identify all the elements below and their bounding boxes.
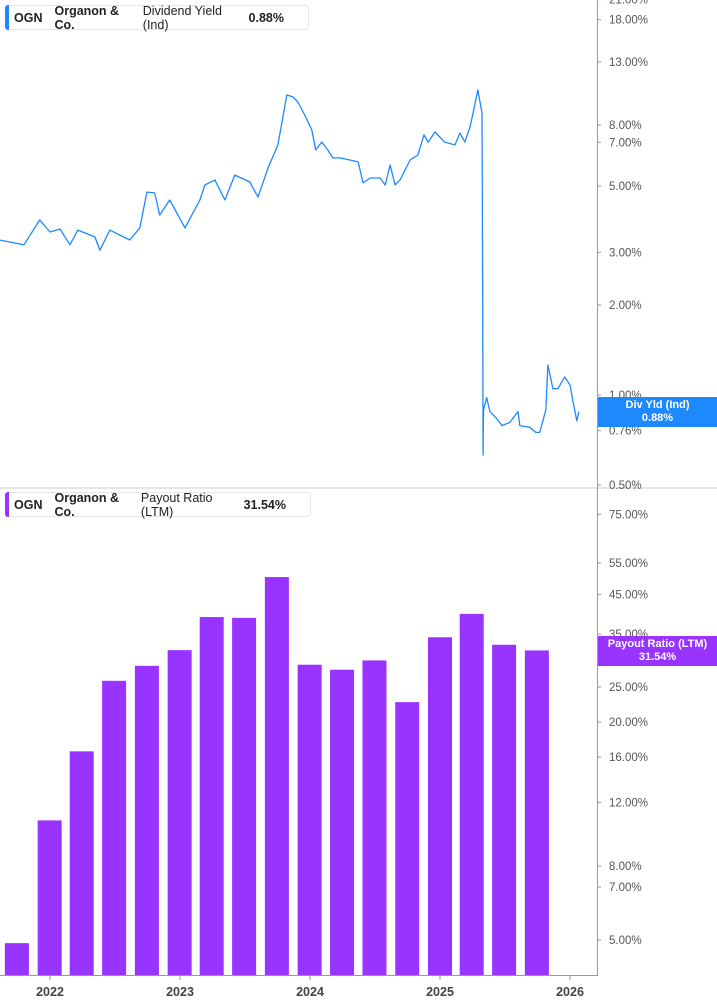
payout-bar	[102, 680, 127, 975]
payout-bar	[264, 577, 289, 975]
payout-axis-tick-label: 25.00%	[609, 682, 648, 694]
dividend-yield-line	[0, 89, 580, 456]
tag-label: Div Yld (Ind)	[625, 399, 690, 411]
yield-axis-tick-label: 2.00%	[609, 300, 642, 312]
payout-bar	[459, 613, 484, 975]
payout-bar	[69, 751, 94, 975]
payout-bar	[37, 820, 62, 975]
yield-axis-tick-label: 5.00%	[609, 181, 642, 193]
payout-bar	[524, 650, 549, 975]
payout-axis-tick-label: 55.00%	[609, 558, 648, 570]
yield-axis-tick-label: 7.00%	[609, 137, 642, 149]
yield-axis-tick-label: 3.00%	[609, 247, 642, 259]
legend-ticker: OGN	[14, 498, 42, 512]
payout-axis-tick-label: 12.00%	[609, 797, 648, 809]
payout-axis-tick-label: 8.00%	[609, 861, 642, 873]
payout-bar	[330, 669, 355, 975]
yield-axis-tick-label: 18.00%	[609, 15, 648, 27]
payout-bar	[428, 637, 452, 975]
current-yield-tag: Div Yld (Ind) 0.88%	[598, 397, 717, 427]
yield-axis-tick-label: 0.76%	[609, 426, 642, 438]
legend-company-text: Organon & Co.	[54, 490, 120, 519]
payout-axis-tick-label: 5.00%	[609, 935, 642, 947]
payout-axis-tick-label: 75.00%	[609, 509, 648, 521]
yield-axis-tick-label: 0.50%	[609, 480, 642, 492]
payout-axis-tick-label: 16.00%	[609, 752, 648, 764]
x-tick-label: 2022	[36, 985, 64, 999]
payout-axis-tick-label: 45.00%	[609, 590, 648, 602]
payout-bar	[492, 644, 517, 975]
payout-bar	[232, 617, 257, 975]
top-legend: OGN Organon & Co. Dividend Yield (Ind) 0…	[5, 3, 309, 32]
legend-value-text: 0.88%	[248, 10, 284, 25]
legend-ticker-text: OGN	[14, 497, 43, 512]
yield-axis-tick-label: 8.00%	[609, 120, 642, 132]
legend-company-text: Organon & Co.	[54, 3, 120, 32]
payout-bar	[167, 650, 192, 975]
x-tick-label: 2023	[166, 985, 194, 999]
legend-value: 0.88%	[249, 11, 284, 25]
payout-bar	[134, 665, 159, 975]
legend-ticker-text: OGN	[14, 10, 43, 25]
tag-label: Payout Ratio (LTM)	[607, 638, 708, 650]
legend-company: Organon & Co.	[54, 491, 128, 519]
payout-bar	[297, 664, 322, 975]
yield-axis-tick-label: 21.00%	[609, 0, 648, 7]
x-tick-label: 2025	[426, 985, 454, 999]
x-tick-label: 2026	[556, 985, 584, 999]
legend-ticker: OGN	[14, 11, 42, 25]
payout-bar	[199, 617, 224, 975]
payout-bar	[395, 702, 420, 975]
tag-value: 0.88%	[641, 412, 674, 424]
payout-bar	[4, 943, 29, 975]
payout-bar	[362, 660, 387, 975]
legend-company: Organon & Co.	[54, 4, 130, 32]
current-payout-tag: Payout Ratio (LTM) 31.54%	[598, 636, 717, 666]
series-color-marker	[5, 5, 9, 30]
payout-axis-tick-label: 20.00%	[609, 717, 648, 729]
legend-metric: Dividend Yield (Ind)	[142, 3, 222, 32]
yield-axis-tick-label: 13.00%	[609, 57, 648, 69]
payout-axis-tick-label: 7.00%	[609, 882, 642, 894]
x-tick-label: 2024	[296, 985, 324, 999]
tag-value: 31.54%	[638, 651, 677, 663]
legend-metric: Payout Ratio (LTM)	[140, 490, 213, 519]
legend-value-text: 31.54%	[243, 497, 286, 512]
series-color-marker	[5, 492, 9, 517]
legend-value: 31.54%	[244, 498, 286, 512]
bottom-legend: OGN Organon & Co. Payout Ratio (LTM) 31.…	[5, 490, 311, 519]
